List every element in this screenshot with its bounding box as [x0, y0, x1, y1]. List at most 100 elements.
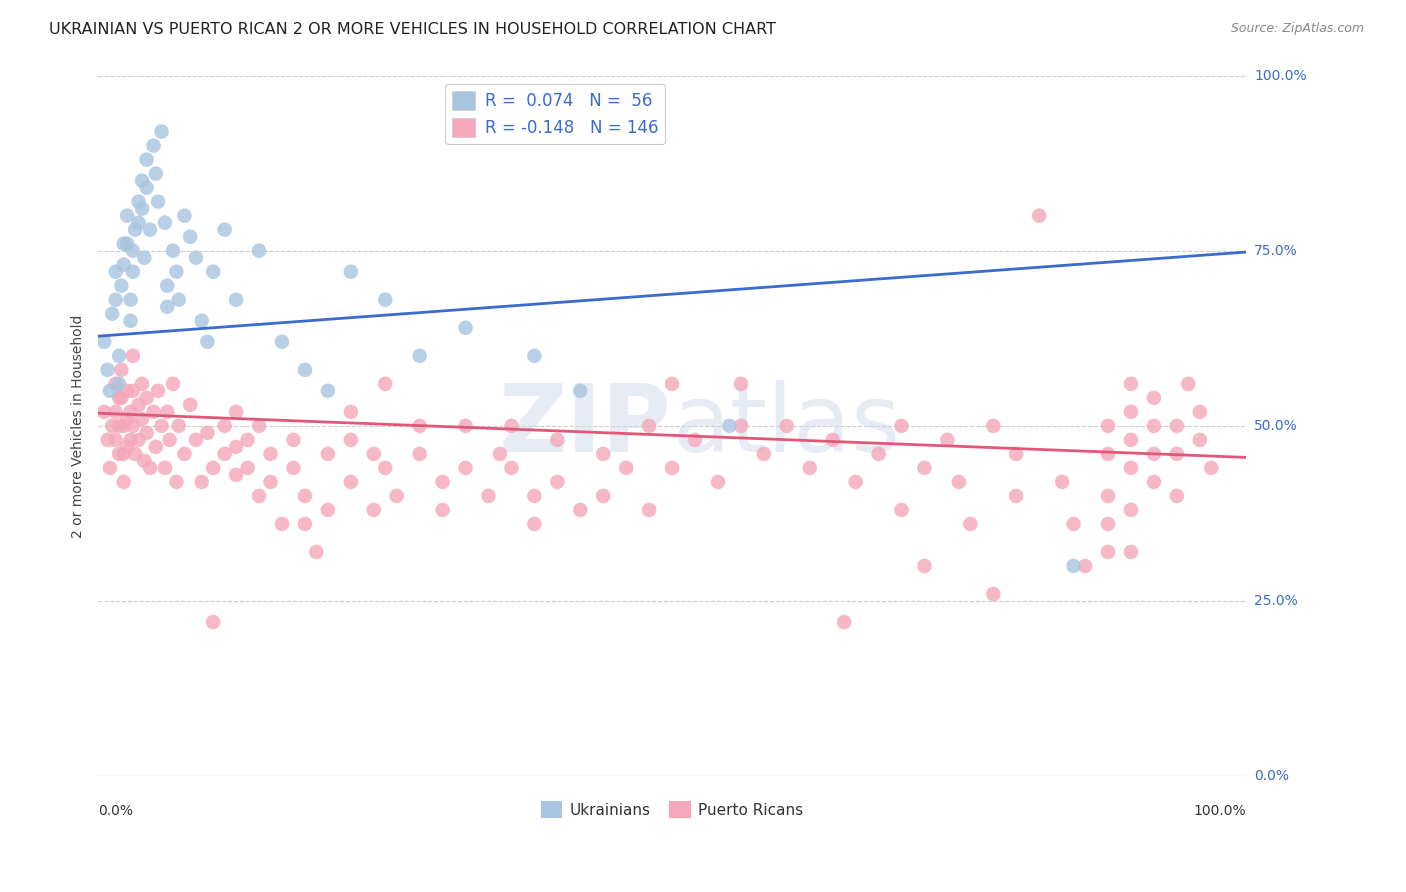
- Point: [546, 475, 568, 489]
- Point: [247, 418, 270, 433]
- Point: [197, 425, 219, 440]
- Point: [98, 461, 121, 475]
- Point: [167, 418, 190, 433]
- Point: [1050, 475, 1073, 489]
- Text: 100.0%: 100.0%: [1194, 805, 1246, 818]
- Point: [294, 516, 316, 531]
- Point: [832, 615, 855, 629]
- Point: [501, 418, 523, 433]
- Point: [1097, 516, 1119, 531]
- Point: [115, 236, 138, 251]
- Point: [259, 475, 281, 489]
- Y-axis label: 2 or more Vehicles in Household: 2 or more Vehicles in Household: [72, 314, 86, 538]
- Point: [115, 209, 138, 223]
- Text: atlas: atlas: [672, 380, 900, 472]
- Point: [1188, 405, 1211, 419]
- Point: [638, 503, 661, 517]
- Point: [128, 216, 150, 230]
- Text: 25.0%: 25.0%: [1254, 594, 1298, 608]
- Point: [165, 475, 187, 489]
- Point: [179, 398, 201, 412]
- Point: [374, 376, 396, 391]
- Point: [190, 475, 212, 489]
- Point: [135, 180, 157, 194]
- Point: [115, 412, 138, 426]
- Point: [184, 251, 207, 265]
- Point: [98, 384, 121, 398]
- Point: [799, 461, 821, 475]
- Point: [139, 461, 162, 475]
- Point: [112, 447, 135, 461]
- Point: [131, 173, 153, 187]
- Point: [128, 433, 150, 447]
- Point: [868, 447, 890, 461]
- Point: [247, 244, 270, 258]
- Point: [454, 320, 477, 334]
- Point: [340, 475, 363, 489]
- Point: [569, 384, 592, 398]
- Point: [1119, 376, 1142, 391]
- Point: [1177, 376, 1199, 391]
- Point: [1119, 405, 1142, 419]
- Point: [890, 418, 912, 433]
- Point: [271, 334, 294, 349]
- Point: [156, 300, 179, 314]
- Point: [1119, 545, 1142, 559]
- Point: [305, 545, 328, 559]
- Point: [408, 447, 430, 461]
- Point: [101, 418, 124, 433]
- Point: [110, 391, 132, 405]
- Point: [108, 376, 131, 391]
- Point: [120, 293, 142, 307]
- Point: [145, 167, 167, 181]
- Text: ZIP: ZIP: [499, 380, 672, 472]
- Point: [363, 447, 385, 461]
- Point: [104, 293, 127, 307]
- Point: [661, 376, 683, 391]
- Point: [112, 258, 135, 272]
- Point: [316, 447, 339, 461]
- Point: [432, 475, 454, 489]
- Point: [283, 461, 305, 475]
- Point: [294, 363, 316, 377]
- Point: [1166, 418, 1188, 433]
- Point: [124, 222, 146, 236]
- Text: 0.0%: 0.0%: [1254, 769, 1289, 783]
- Point: [1097, 545, 1119, 559]
- Point: [202, 265, 225, 279]
- Point: [112, 475, 135, 489]
- Point: [776, 418, 799, 433]
- Point: [97, 433, 120, 447]
- Point: [1063, 559, 1085, 574]
- Point: [283, 433, 305, 447]
- Point: [661, 461, 683, 475]
- Point: [1119, 433, 1142, 447]
- Point: [131, 412, 153, 426]
- Point: [214, 447, 236, 461]
- Point: [108, 349, 131, 363]
- Point: [1097, 418, 1119, 433]
- Point: [165, 265, 187, 279]
- Point: [1005, 489, 1028, 503]
- Point: [162, 376, 184, 391]
- Point: [146, 384, 169, 398]
- Point: [683, 433, 706, 447]
- Point: [131, 202, 153, 216]
- Point: [135, 425, 157, 440]
- Point: [489, 447, 512, 461]
- Point: [135, 391, 157, 405]
- Point: [159, 433, 181, 447]
- Point: [145, 440, 167, 454]
- Point: [167, 293, 190, 307]
- Point: [374, 293, 396, 307]
- Point: [153, 216, 176, 230]
- Point: [104, 265, 127, 279]
- Point: [134, 251, 156, 265]
- Point: [236, 433, 259, 447]
- Point: [120, 433, 142, 447]
- Point: [707, 475, 730, 489]
- Point: [162, 244, 184, 258]
- Point: [120, 314, 142, 328]
- Point: [179, 229, 201, 244]
- Text: Source: ZipAtlas.com: Source: ZipAtlas.com: [1230, 22, 1364, 36]
